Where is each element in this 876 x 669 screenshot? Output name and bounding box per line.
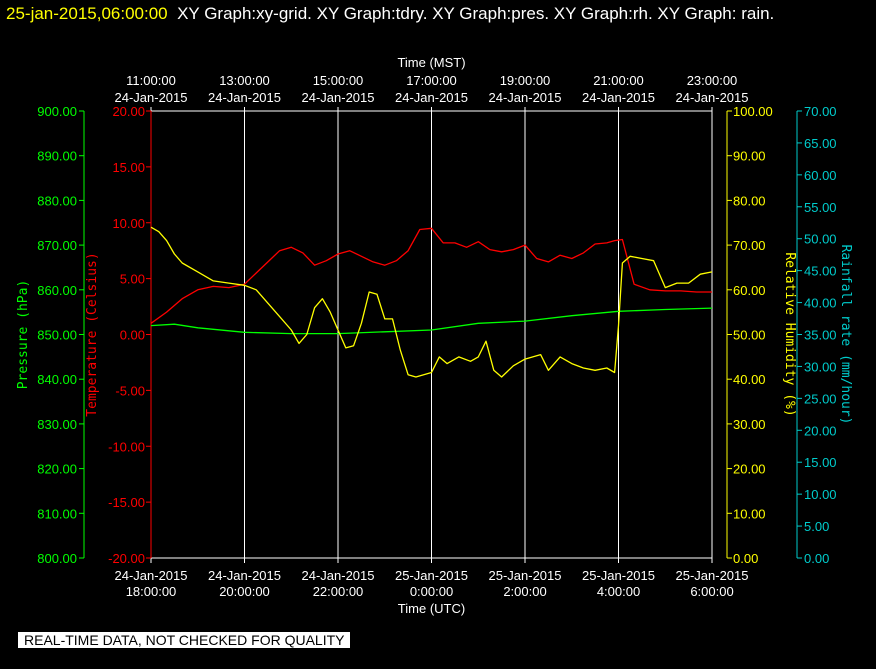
x-bottom-tick-date: 24-Jan-2015 xyxy=(208,568,281,583)
x-bottom-tick-time: 20:00:00 xyxy=(219,584,270,599)
x-top-tick-date: 24-Jan-2015 xyxy=(676,90,749,105)
pressure-series-line xyxy=(150,307,713,335)
x-top-tick-date: 24-Jan-2015 xyxy=(489,90,562,105)
x-top-tick-time: 15:00:00 xyxy=(313,73,364,88)
temperature-tick-label: 10.00 xyxy=(112,216,145,231)
rainfall-tick-label: 60.00 xyxy=(804,168,837,183)
temperature-tick-label: -15.00 xyxy=(108,495,145,510)
pressure-tick-label: 810.00 xyxy=(37,506,77,521)
x-top-tick-date: 24-Jan-2015 xyxy=(395,90,468,105)
x-bottom-tick-time: 6:00:00 xyxy=(690,584,733,599)
graph-list: XY Graph:xy-grid. XY Graph:tdry. XY Grap… xyxy=(177,4,775,23)
x-bottom-tick-time: 22:00:00 xyxy=(313,584,364,599)
rainfall-tick-label: 5.00 xyxy=(804,519,829,534)
temperature-tick-label: 15.00 xyxy=(112,160,145,175)
x-bottom-tick-date: 25-Jan-2015 xyxy=(582,568,655,583)
x-bottom-tick-date: 25-Jan-2015 xyxy=(676,568,749,583)
temperature-tick-label: -20.00 xyxy=(108,551,145,566)
temperature-tick-label: 0.00 xyxy=(120,328,145,343)
pressure-tick-label: 830.00 xyxy=(37,417,77,432)
x-top-tick-date: 24-Jan-2015 xyxy=(302,90,375,105)
pressure-tick-label: 880.00 xyxy=(37,193,77,208)
rainfall-tick-label: 55.00 xyxy=(804,200,837,215)
temperature-tick-label: 5.00 xyxy=(120,272,145,287)
pressure-tick-label: 900.00 xyxy=(37,104,77,119)
rainfall-tick-label: 70.00 xyxy=(804,104,837,119)
rainfall-tick-label: 15.00 xyxy=(804,455,837,470)
x-bottom-tick-date: 24-Jan-2015 xyxy=(115,568,188,583)
rainfall-tick-label: 25.00 xyxy=(804,391,837,406)
pressure-tick-label: 820.00 xyxy=(37,462,77,477)
x-bottom-tick-time: 2:00:00 xyxy=(503,584,546,599)
humidity-tick-label: 60.00 xyxy=(733,283,766,298)
x-top-tick-time: 17:00:00 xyxy=(406,73,457,88)
rainfall-axis-label: Rainfall rate (mm/hour) xyxy=(838,244,853,424)
x-top-tick-date: 24-Jan-2015 xyxy=(582,90,655,105)
temperature-axis-label: Temperature (Celsius) xyxy=(85,252,100,416)
x-top-tick-time: 13:00:00 xyxy=(219,73,270,88)
temperature-tick-label: 20.00 xyxy=(112,104,145,119)
x-top-tick-time: 21:00:00 xyxy=(593,73,644,88)
x-axis-label-top: Time (MST) xyxy=(397,55,465,70)
pressure-tick-label: 840.00 xyxy=(37,372,77,387)
x-bottom-tick-time: 4:00:00 xyxy=(597,584,640,599)
humidity-tick-label: 30.00 xyxy=(733,417,766,432)
quality-disclaimer: REAL-TIME DATA, NOT CHECKED FOR QUALITY xyxy=(18,632,351,648)
rainfall-tick-label: 50.00 xyxy=(804,232,837,247)
humidity-tick-label: 10.00 xyxy=(733,506,766,521)
rainfall-tick-label: 30.00 xyxy=(804,359,837,374)
humidity-tick-label: 20.00 xyxy=(733,462,766,477)
temperature-series-line xyxy=(150,227,712,324)
x-top-tick-time: 19:00:00 xyxy=(500,73,551,88)
temperature-tick-label: -5.00 xyxy=(115,383,145,398)
rainfall-tick-label: 45.00 xyxy=(804,264,837,279)
pressure-tick-label: 870.00 xyxy=(37,238,77,253)
x-top-tick-time: 11:00:00 xyxy=(126,73,176,88)
rainfall-tick-label: 35.00 xyxy=(804,328,837,343)
rainfall-tick-label: 0.00 xyxy=(804,551,829,566)
pressure-tick-label: 890.00 xyxy=(37,149,77,164)
temperature-tick-label: -10.00 xyxy=(108,439,145,454)
x-top-tick-date: 24-Jan-2015 xyxy=(115,90,188,105)
pressure-tick-label: 800.00 xyxy=(37,551,77,566)
page-title: 25-jan-2015,06:00:00 XY Graph:xy-grid. X… xyxy=(6,2,866,26)
x-top-tick-time: 23:00:00 xyxy=(687,73,738,88)
pressure-axis-label: Pressure (hPa) xyxy=(16,280,31,390)
humidity-tick-label: 50.00 xyxy=(733,328,766,343)
rainfall-tick-label: 40.00 xyxy=(804,296,837,311)
humidity-tick-label: 100.00 xyxy=(733,104,773,119)
x-bottom-tick-date: 25-Jan-2015 xyxy=(489,568,562,583)
pressure-tick-label: 850.00 xyxy=(37,328,77,343)
humidity-tick-label: 90.00 xyxy=(733,149,766,164)
rainfall-tick-label: 65.00 xyxy=(804,136,837,151)
pressure-tick-label: 860.00 xyxy=(37,283,77,298)
rainfall-tick-label: 10.00 xyxy=(804,487,837,502)
x-bottom-tick-time: 0:00:00 xyxy=(410,584,453,599)
humidity-tick-label: 70.00 xyxy=(733,238,766,253)
x-bottom-tick-time: 18:00:00 xyxy=(126,584,177,599)
x-bottom-tick-date: 24-Jan-2015 xyxy=(302,568,375,583)
humidity-tick-label: 0.00 xyxy=(733,551,758,566)
humidity-series-line xyxy=(150,226,713,378)
humidity-tick-label: 40.00 xyxy=(733,372,766,387)
x-top-tick-date: 24-Jan-2015 xyxy=(208,90,281,105)
humidity-axis-label: Relative Humidity (%) xyxy=(782,252,797,416)
humidity-tick-label: 80.00 xyxy=(733,193,766,208)
x-bottom-tick-date: 25-Jan-2015 xyxy=(395,568,468,583)
timestamp: 25-jan-2015,06:00:00 xyxy=(6,4,168,23)
rainfall-tick-label: 20.00 xyxy=(804,423,837,438)
x-axis-label-bottom: Time (UTC) xyxy=(398,601,465,616)
